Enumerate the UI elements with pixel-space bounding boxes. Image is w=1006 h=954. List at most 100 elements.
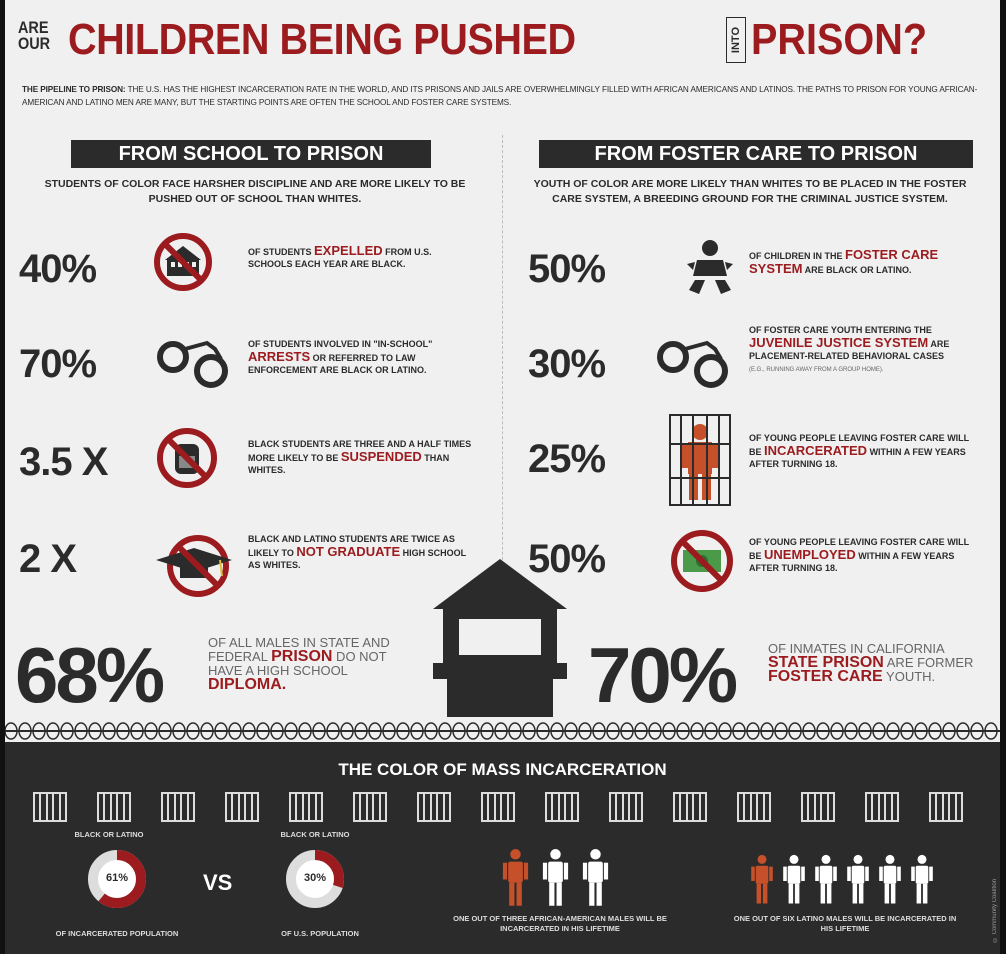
wire-coil (60, 722, 74, 740)
wire-coil (634, 722, 648, 740)
desc-text: ARE BLACK OR LATINO. (802, 265, 912, 275)
ring1-top-label: BLACK OR LATINO (74, 830, 144, 839)
desc-text: ARE FORMER (883, 655, 974, 670)
barbed-wire (5, 722, 1000, 740)
wire-coil (704, 722, 718, 740)
wire-coil (914, 722, 928, 740)
wire-coil (550, 722, 564, 740)
wire-coil (354, 722, 368, 740)
people1-caption: ONE OUT OF THREE AFRICAN-AMERICAN MALES … (453, 914, 667, 933)
school-subheading: STUDENTS OF COLOR FACE HARSHER DISCIPLIN… (44, 178, 466, 205)
prisoner-bars-icon (669, 414, 731, 506)
handcuffs-icon (155, 335, 235, 391)
desc-text: WITHIN A FEW YEARS AFTER TURNING 18. (749, 447, 966, 469)
intro-lead: THE PIPELINE TO PRISON: (22, 85, 126, 94)
wire-coil (536, 722, 550, 740)
desc-text: ARE PLACEMENT-RELATED BEHAVIORAL CASES (749, 339, 950, 361)
foster-stat-desc: OF YOUNG PEOPLE LEAVING FOSTER CARE WILL… (749, 432, 979, 470)
wire-coil (942, 722, 956, 740)
page-title-end: PRISON? (751, 15, 928, 64)
wire-coil (452, 722, 466, 740)
desc-text: OF STUDENTS INVOLVED IN "IN-SCHOOL" (248, 339, 433, 349)
wire-coil (956, 722, 970, 740)
desc-text: OF STUDENTS (248, 247, 315, 257)
money-icon (669, 528, 735, 594)
person-figure (847, 854, 869, 904)
backpack-icon (155, 426, 219, 490)
person-figure (502, 849, 529, 906)
desc-text: BLACK STUDENTS ARE THREE AND A HALF TIME… (248, 439, 472, 463)
school-building-icon (153, 232, 213, 292)
school-stat-desc: OF STUDENTS EXPELLED FROM U.S. SCHOOLS E… (248, 244, 458, 270)
prison-bars-row (33, 792, 973, 824)
wire-coil (970, 722, 984, 740)
desc-highlight: STATE PRISON (768, 654, 884, 671)
people2-caption: ONE OUT OF SIX LATINO MALES WILL BE INCA… (733, 914, 957, 933)
person-figure (911, 854, 933, 904)
wire-coil (340, 722, 354, 740)
bar-window (673, 792, 707, 822)
desc-highlight: FOSTER CARE SYSTEM (749, 247, 939, 276)
wire-coil (592, 722, 606, 740)
wire-coil (396, 722, 410, 740)
wire-coil (424, 722, 438, 740)
desc-text: OF FOSTER CARE YOUTH ENTERING THE (749, 325, 932, 335)
wire-coil (480, 722, 494, 740)
wire-coil (200, 722, 214, 740)
ring2-bottom-label: OF U.S. POPULATION (281, 929, 359, 938)
bar-window (865, 792, 899, 822)
wire-coil (214, 722, 228, 740)
wire-coil (144, 722, 158, 740)
foster-stat-desc: OF YOUNG PEOPLE LEAVING FOSTER CARE WILL… (749, 536, 979, 574)
wire-coil (746, 722, 760, 740)
foster-stat-value: 30% (528, 342, 606, 386)
wire-coil (312, 722, 326, 740)
desc-highlight: ARRESTS (248, 349, 311, 364)
bar-window (545, 792, 579, 822)
wire-coil (718, 722, 732, 740)
wire-coil (18, 722, 32, 740)
wire-coil (802, 722, 816, 740)
wire-coil (256, 722, 270, 740)
vs-label: VS (203, 870, 233, 895)
school-stat-desc: BLACK STUDENTS ARE THREE AND A HALF TIME… (248, 438, 483, 476)
wire-coil (466, 722, 480, 740)
desc-highlight: FOSTER CARE (768, 668, 883, 685)
wire-coil (690, 722, 704, 740)
desc-text: BLACK AND LATINO STUDENTS ARE TWICE AS L… (248, 534, 455, 558)
people-one-of-three-icon (502, 849, 609, 906)
wire-coil (46, 722, 60, 740)
school-stat-value: 3.5 X (19, 440, 108, 484)
school-big-desc: OF ALL MALES IN STATE AND FEDERAL PRISON… (208, 635, 423, 693)
school-big-stat: 68% (15, 631, 165, 719)
bar-window (801, 792, 835, 822)
wire-coil (928, 722, 942, 740)
wire-coil (270, 722, 284, 740)
wire-coil (494, 722, 508, 740)
school-stat-value: 40% (19, 247, 97, 291)
wire-coil (606, 722, 620, 740)
wire-coil (830, 722, 844, 740)
into-label: INTO (730, 26, 742, 54)
wire-coil (242, 722, 256, 740)
foster-section-heading: FROM FOSTER CARE TO PRISON (539, 140, 973, 168)
desc-text: THAN WHITES. (248, 453, 450, 475)
desc-text: OF ALL MALES IN STATE AND FEDERAL (208, 635, 390, 664)
foster-big-desc: OF INMATES IN CALIFORNIA STATE PRISON AR… (768, 641, 993, 685)
wire-coil (732, 722, 746, 740)
wire-coil (578, 722, 592, 740)
bar-window (481, 792, 515, 822)
desc-text: OF INMATES IN CALIFORNIA (768, 641, 945, 656)
desc-text: WITHIN A FEW YEARS AFTER TURNING 18. (749, 551, 955, 573)
school-section-heading: FROM SCHOOL TO PRISON (71, 140, 431, 168)
school-stat-value: 70% (19, 342, 97, 386)
desc-text: FROM U.S. SCHOOLS EACH YEAR ARE BLACK. (248, 247, 432, 269)
desc-text: OF YOUNG PEOPLE LEAVING FOSTER CARE WILL… (749, 537, 970, 561)
bar-window (417, 792, 451, 822)
foster-stat-value: 50% (528, 537, 606, 581)
ring-arc (286, 850, 344, 908)
wire-coil (564, 722, 578, 740)
ring2-top-label: BLACK OR LATINO (280, 830, 350, 839)
foster-stat-value: 50% (528, 247, 606, 291)
